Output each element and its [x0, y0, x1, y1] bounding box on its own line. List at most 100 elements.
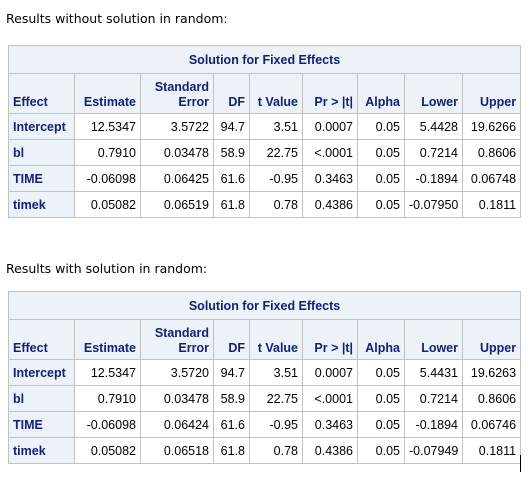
table-cell: 0.03478 — [140, 385, 214, 412]
column-header: Standard Error — [140, 319, 214, 360]
column-header: Lower — [404, 319, 463, 360]
table-cell: 0.0007 — [302, 113, 358, 140]
table-cell: 0.7910 — [74, 385, 141, 412]
table-cell: 19.6263 — [461, 359, 522, 386]
table-cell: 0.8606 — [461, 139, 522, 166]
table-cell: -0.95 — [249, 411, 303, 438]
table-cell: 0.05 — [357, 385, 405, 412]
table-cell: 0.7214 — [404, 385, 463, 412]
table-cell: 0.05082 — [74, 437, 141, 464]
column-header: Effect — [8, 319, 75, 360]
table-cell: <.0001 — [302, 139, 358, 166]
table-row: timek 0.05082 0.06519 61.8 0.78 0.4386 0.05 -0.… — [8, 191, 522, 218]
table-cell: 61.6 — [213, 165, 250, 192]
column-header: DF — [213, 319, 250, 360]
table-cell: 61.8 — [213, 191, 250, 218]
row-header: TIME — [8, 165, 75, 192]
row-header: TIME — [8, 411, 75, 438]
table-row: TIME -0.06098 0.06425 61.6 -0.95 0.3463 0.05 -0… — [8, 165, 522, 192]
table-cell: 0.06748 — [461, 165, 522, 192]
table-cell: 0.06519 — [140, 191, 214, 218]
table-cell: -0.06098 — [74, 165, 141, 192]
table-cell: 3.5722 — [140, 113, 214, 140]
table-cell: 3.51 — [249, 113, 303, 140]
table-title: Solution for Fixed Effects — [7, 291, 522, 320]
column-header: Alpha — [357, 73, 405, 114]
table-cell: 0.78 — [249, 191, 303, 218]
table-cell: 0.05 — [357, 139, 405, 166]
table-cell: 0.0007 — [302, 359, 358, 386]
column-header: Alpha — [357, 319, 405, 360]
column-header: Pr > |t| — [302, 319, 358, 360]
table-cell: 0.3463 — [302, 165, 358, 192]
table-cell: 0.06746 — [461, 411, 522, 438]
row-header: bl — [8, 385, 75, 412]
table-cell: 5.4428 — [404, 113, 463, 140]
table-cell: 0.05 — [357, 411, 405, 438]
table-cell: 0.4386 — [302, 191, 358, 218]
column-header: DF — [213, 73, 250, 114]
section-caption-with-solution: Results with solution in random: — [6, 261, 208, 276]
table-cell: 58.9 — [213, 139, 250, 166]
section-caption-without-solution: Results without solution in random: — [6, 11, 228, 26]
table-cell: 0.05 — [357, 165, 405, 192]
table-cell: -0.07949 — [404, 437, 463, 464]
table-cell: 61.6 — [213, 411, 250, 438]
column-header: Effect — [8, 73, 75, 114]
row-header: Intercept — [8, 113, 75, 140]
table-cell: 0.1811 — [461, 437, 522, 464]
column-header: Pr > |t| — [302, 73, 358, 114]
table-cell: 0.05 — [357, 191, 405, 218]
table-cell: 0.05 — [357, 113, 405, 140]
table-cell: 12.5347 — [74, 113, 141, 140]
column-header: Upper — [461, 319, 522, 360]
column-header: t Value — [249, 319, 303, 360]
table-cell: 0.05 — [357, 359, 405, 386]
table-cell: 19.6266 — [461, 113, 522, 140]
table-cell: 0.03478 — [140, 139, 214, 166]
table-cell: 0.06424 — [140, 411, 214, 438]
table-cell: 0.7910 — [74, 139, 141, 166]
column-header: Estimate — [74, 319, 141, 360]
table-cell: 58.9 — [213, 385, 250, 412]
table-row: Intercept 12.5347 3.5722 94.7 3.51 0.0007 0.05… — [8, 113, 522, 140]
table-cell: 3.51 — [249, 359, 303, 386]
column-header: Upper — [461, 73, 522, 114]
table-cell: 22.75 — [249, 139, 303, 166]
table-row: bl 0.7910 0.03478 58.9 22.75 <.0001 0.05 0.7214… — [8, 139, 522, 166]
table-cell: -0.06098 — [74, 411, 141, 438]
table-cell: 0.7214 — [404, 139, 463, 166]
row-header: timek — [8, 437, 75, 464]
column-header: Lower — [404, 73, 463, 114]
table-cell: 0.06518 — [140, 437, 214, 464]
column-header: Estimate — [74, 73, 141, 114]
table-cell: 0.05082 — [74, 191, 141, 218]
table-cell: 12.5347 — [74, 359, 141, 386]
table-cell: 22.75 — [249, 385, 303, 412]
table-cell: <.0001 — [302, 385, 358, 412]
table-cell: 94.7 — [213, 113, 250, 140]
table-cell: 0.06425 — [140, 165, 214, 192]
table-cell: 0.3463 — [302, 411, 358, 438]
column-header: Standard Error — [140, 73, 214, 114]
fixed-effects-table-without-solution: Solution for Fixed Effects Effect Estimat… — [7, 45, 522, 218]
column-header: t Value — [249, 73, 303, 114]
table-cell: 0.78 — [249, 437, 303, 464]
row-header: timek — [8, 191, 75, 218]
table-title: Solution for Fixed Effects — [7, 45, 522, 74]
table-cell: 0.8606 — [461, 385, 522, 412]
table-cell: -0.1894 — [404, 411, 463, 438]
table-row: TIME -0.06098 0.06424 61.6 -0.95 0.3463 0.05 -0… — [8, 411, 522, 438]
table-cell: -0.95 — [249, 165, 303, 192]
row-header: bl — [8, 139, 75, 166]
table-cell: 0.4386 — [302, 437, 358, 464]
table-cell: 0.1811 — [461, 191, 522, 218]
table-row: bl 0.7910 0.03478 58.9 22.75 <.0001 0.05 0.7214… — [8, 385, 522, 412]
fixed-effects-table-with-solution: Solution for Fixed Effects Effect Estimat… — [7, 291, 522, 464]
table-cell: 0.05 — [357, 437, 405, 464]
row-header: Intercept — [8, 359, 75, 386]
table-row: Intercept 12.5347 3.5720 94.7 3.51 0.0007 0.05… — [8, 359, 522, 386]
table-cell: -0.1894 — [404, 165, 463, 192]
table-row: timek 0.05082 0.06518 61.8 0.78 0.4386 0.05 -0.… — [8, 437, 522, 464]
table-cell: 3.5720 — [140, 359, 214, 386]
